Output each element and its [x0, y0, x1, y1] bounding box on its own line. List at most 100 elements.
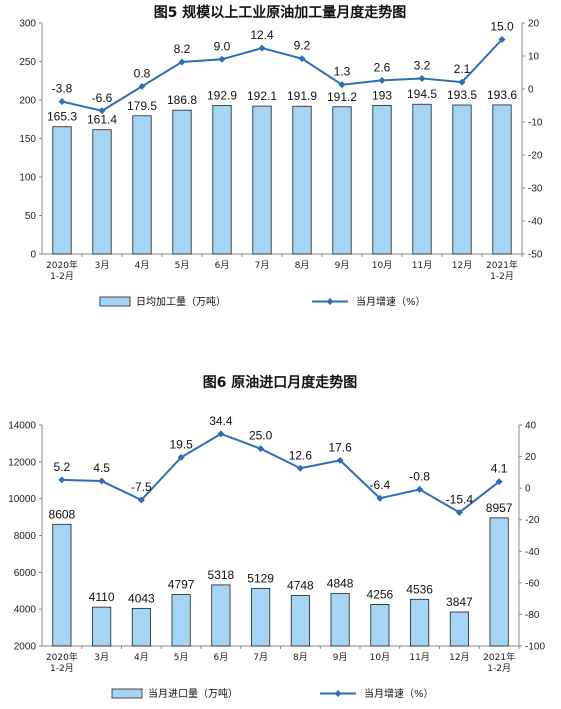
growth-point — [296, 464, 304, 472]
bar-value-label: 4536 — [406, 582, 433, 596]
growth-value-label: 2.1 — [454, 62, 471, 76]
legend-line-label: 当月增速（%） — [364, 687, 434, 700]
growth-point — [336, 456, 344, 464]
left-tick-label: 6000 — [14, 568, 37, 579]
bar-value-label: 3847 — [446, 595, 473, 609]
x-tick-label: 11月 — [409, 652, 429, 663]
x-tick-label: 9月 — [333, 652, 348, 663]
chart-title: 图6 原油进口月度走势图 — [203, 374, 358, 391]
x-tick-label: 9月 — [335, 260, 350, 271]
chart-crude-processing: 图5 规模以上工业原油加工量月度走势图050100150200250300-50… — [19, 4, 543, 308]
growth-point — [258, 44, 266, 52]
growth-value-label: 0.8 — [134, 66, 151, 80]
growth-value-label: 15.0 — [490, 20, 514, 34]
growth-point — [177, 453, 185, 461]
legend-bar-swatch — [99, 296, 131, 307]
growth-value-label: -15.4 — [446, 492, 474, 506]
bar — [92, 129, 112, 255]
left-tick-label: 100 — [19, 173, 36, 184]
bar-value-label: 191.2 — [327, 90, 357, 104]
x-tick-label: 4月 — [134, 652, 149, 663]
bar — [292, 105, 312, 255]
left-tick-label: 250 — [19, 57, 36, 68]
bar-value-label: 186.8 — [167, 93, 197, 107]
bar — [489, 517, 509, 647]
growth-value-label: -6.6 — [92, 91, 113, 105]
bar-value-label: 191.9 — [287, 89, 317, 103]
legend-bar-swatch — [111, 688, 143, 699]
bar — [412, 103, 432, 255]
bar-value-label: 8608 — [49, 507, 76, 521]
growth-value-label: 34.4 — [209, 414, 233, 428]
growth-point — [455, 508, 463, 516]
growth-point — [376, 494, 384, 502]
right-tick-label: -30 — [528, 184, 543, 195]
bar-value-label: 165.3 — [47, 110, 77, 124]
left-tick-label: 300 — [19, 19, 36, 30]
right-tick-label: -20 — [525, 515, 540, 526]
x-tick-label: 2021年 1-2月 — [483, 651, 515, 674]
growth-value-label: -0.8 — [409, 469, 430, 483]
right-tick-label: -80 — [525, 610, 540, 621]
bar-value-label: 4110 — [89, 590, 115, 604]
bar — [330, 593, 350, 647]
right-tick-label: -100 — [525, 642, 545, 653]
bar — [290, 594, 310, 647]
bar — [370, 604, 390, 647]
x-tick-label: 2021年 1-2月 — [486, 259, 518, 282]
right-tick-label: 20 — [525, 452, 537, 463]
growth-value-label: 17.6 — [328, 440, 352, 454]
bar — [131, 607, 151, 647]
chart-crude-import: 图6 原油进口月度走势图 2000 4000 6000 8000 10000 12000 14… — [8, 374, 545, 700]
x-tick-label: 3月 — [94, 652, 109, 663]
growth-point — [458, 78, 466, 86]
left-tick-label: 10000 — [8, 494, 36, 505]
legend-line-label: 当月增速（%） — [356, 295, 426, 308]
chart-title: 图5 规模以上工业原油加工量月度走势图 — [154, 4, 407, 21]
growth-point — [378, 76, 386, 84]
x-tick-label: 2020年 1-2月 — [46, 259, 78, 282]
x-tick-label: 10月 — [370, 652, 390, 663]
bar-value-label: 192.9 — [207, 88, 237, 102]
growth-value-label: -7.5 — [131, 480, 152, 494]
bar — [172, 109, 192, 255]
growth-value-label: 9.0 — [214, 39, 231, 53]
bar — [52, 126, 72, 255]
bar — [171, 594, 191, 647]
bar-value-label: 194.5 — [407, 87, 437, 101]
growth-value-label: 19.5 — [169, 437, 193, 451]
growth-point — [58, 476, 66, 484]
growth-line — [61, 432, 500, 514]
bar-value-label: 193 — [372, 88, 392, 102]
growth-value-label: -3.8 — [52, 82, 73, 96]
growth-point — [418, 74, 426, 82]
x-tick-label: 6月 — [214, 652, 229, 663]
growth-value-label: 4.5 — [93, 461, 110, 475]
left-tick-label: 200 — [19, 96, 36, 107]
growth-value-label: 5.2 — [54, 460, 71, 474]
bar — [332, 106, 352, 255]
growth-value-label: 1.3 — [334, 65, 351, 79]
bar-value-label: 193.6 — [487, 88, 517, 102]
left-tick-label: 2000 — [14, 642, 37, 653]
right-tick-label: 20 — [528, 19, 540, 30]
left-tick-label: 12000 — [8, 457, 36, 468]
x-tick-label: 7月 — [255, 260, 270, 271]
left-tick-label: 4000 — [14, 605, 37, 616]
x-tick-label: 6月 — [215, 260, 230, 271]
left-tick-label: 14000 — [8, 421, 36, 432]
growth-point — [257, 445, 265, 453]
x-tick-label: 2020年 1-2月 — [46, 651, 78, 674]
growth-value-label: 2.6 — [374, 60, 391, 74]
bar — [212, 105, 232, 255]
bar-value-label: 4256 — [367, 587, 394, 601]
bar — [410, 598, 430, 647]
growth-point — [298, 55, 306, 63]
bar — [211, 584, 231, 647]
x-tick-label: 12月 — [449, 652, 469, 663]
bar-value-label: 4797 — [168, 577, 195, 591]
growth-point — [416, 485, 424, 493]
x-tick-label: 11月 — [412, 260, 432, 271]
right-tick-label: 10 — [528, 52, 540, 63]
growth-value-label: 3.2 — [414, 58, 431, 72]
